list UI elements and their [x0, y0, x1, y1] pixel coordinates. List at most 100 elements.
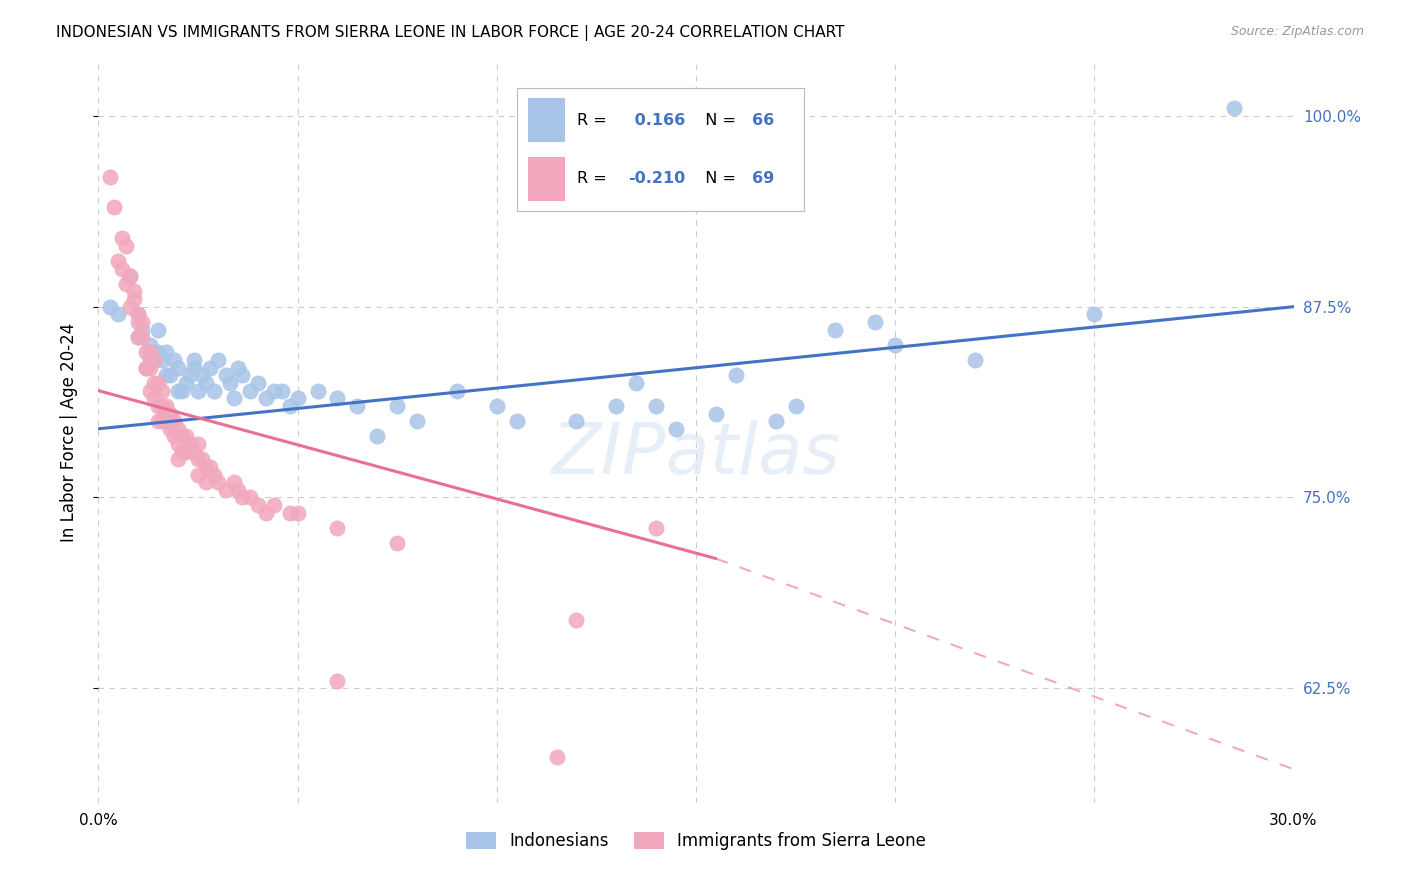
Point	[131, 315, 153, 329]
Point	[148, 376, 170, 390]
Point	[120, 269, 142, 284]
Point	[226, 360, 249, 375]
Point	[159, 368, 181, 383]
Point	[605, 101, 627, 115]
Point	[179, 437, 201, 451]
Point	[307, 384, 329, 398]
Point	[366, 429, 388, 443]
Point	[215, 368, 238, 383]
Point	[107, 307, 129, 321]
Point	[406, 414, 429, 428]
Point	[167, 437, 190, 451]
Point	[195, 376, 218, 390]
Point	[155, 368, 177, 383]
Point	[148, 399, 170, 413]
Point	[120, 269, 142, 284]
Point	[207, 475, 229, 490]
Text: Source: ZipAtlas.com: Source: ZipAtlas.com	[1230, 25, 1364, 38]
Point	[127, 307, 149, 321]
Y-axis label: In Labor Force | Age 20-24: In Labor Force | Age 20-24	[59, 323, 77, 542]
Point	[139, 384, 162, 398]
Point	[135, 360, 157, 375]
Point	[278, 399, 301, 413]
Point	[191, 368, 214, 383]
Point	[115, 238, 138, 252]
Point	[148, 322, 170, 336]
Point	[824, 322, 846, 336]
Point	[446, 384, 468, 398]
Point	[605, 399, 627, 413]
Point	[98, 300, 122, 314]
Point	[172, 444, 194, 458]
Point	[111, 261, 134, 276]
Point	[195, 475, 218, 490]
Legend: Indonesians, Immigrants from Sierra Leone: Indonesians, Immigrants from Sierra Leon…	[465, 832, 927, 850]
Point	[195, 460, 218, 475]
Point	[346, 399, 368, 413]
Point	[326, 391, 349, 405]
Point	[226, 483, 249, 497]
Point	[565, 613, 588, 627]
Text: INDONESIAN VS IMMIGRANTS FROM SIERRA LEONE IN LABOR FORCE | AGE 20-24 CORRELATIO: INDONESIAN VS IMMIGRANTS FROM SIERRA LEO…	[56, 25, 845, 41]
Point	[167, 452, 190, 467]
Point	[270, 384, 292, 398]
Point	[239, 491, 262, 505]
Point	[150, 384, 173, 398]
Point	[287, 391, 309, 405]
Point	[139, 360, 162, 375]
Point	[159, 422, 181, 436]
Point	[219, 376, 242, 390]
Point	[183, 444, 205, 458]
Point	[120, 300, 142, 314]
Point	[187, 467, 209, 482]
Point	[103, 201, 125, 215]
Point	[222, 475, 245, 490]
Point	[263, 498, 285, 512]
Point	[167, 422, 190, 436]
Point	[167, 360, 190, 375]
Point	[127, 330, 149, 344]
Point	[215, 483, 238, 497]
Point	[174, 376, 197, 390]
Point	[865, 315, 887, 329]
Point	[254, 506, 277, 520]
Point	[263, 384, 285, 398]
Point	[645, 399, 668, 413]
Point	[167, 384, 190, 398]
Point	[143, 376, 166, 390]
Point	[198, 360, 221, 375]
Point	[98, 169, 122, 184]
Point	[124, 285, 146, 299]
Point	[183, 360, 205, 375]
Point	[163, 414, 186, 428]
Point	[704, 407, 727, 421]
Point	[155, 399, 177, 413]
Point	[139, 338, 162, 352]
Point	[202, 467, 225, 482]
Point	[127, 315, 149, 329]
Point	[148, 414, 170, 428]
Point	[139, 353, 162, 368]
Point	[131, 322, 153, 336]
Point	[159, 407, 181, 421]
Point	[131, 330, 153, 344]
Point	[111, 231, 134, 245]
Point	[626, 101, 648, 115]
Point	[148, 345, 170, 359]
Point	[127, 307, 149, 321]
Point	[665, 422, 688, 436]
Point	[163, 353, 186, 368]
Point	[187, 437, 209, 451]
Point	[127, 330, 149, 344]
Point	[385, 399, 409, 413]
Point	[202, 384, 225, 398]
Point	[191, 452, 214, 467]
Point	[172, 384, 194, 398]
Point	[187, 452, 209, 467]
Point	[135, 345, 157, 359]
Point	[172, 429, 194, 443]
Point	[124, 292, 146, 306]
Point	[326, 673, 349, 688]
Point	[174, 444, 197, 458]
Text: ZIPatlas: ZIPatlas	[551, 420, 841, 490]
